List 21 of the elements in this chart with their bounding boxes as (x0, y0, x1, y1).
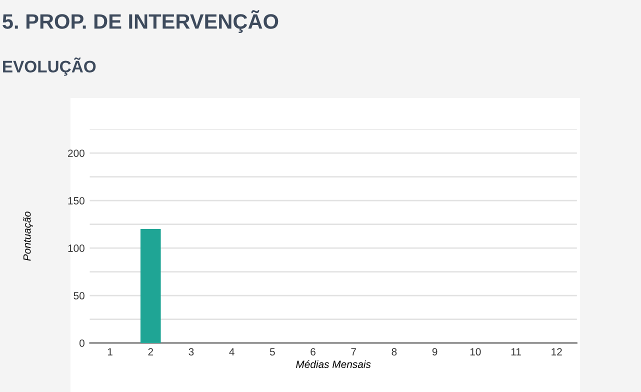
x-tick-label: 6 (310, 348, 316, 356)
x-tick-label: 10 (470, 348, 481, 356)
x-tick-label: 5 (270, 348, 275, 356)
y-axis-title: Pontuação (23, 212, 33, 261)
y-tick-label: 200 (68, 150, 84, 157)
x-tick-label: 7 (351, 348, 356, 356)
x-tick-label: 12 (552, 348, 562, 356)
chart-title: 5. PROP. DE INTERVENÇÃO (2, 10, 278, 33)
x-tick-label: 2 (148, 348, 154, 356)
y-tick-label: 0 (79, 340, 84, 347)
chart-subtitle: EVOLUÇÃO (3, 57, 96, 76)
x-tick-label: 11 (511, 348, 521, 356)
x-axis-title: Médias Mensais (296, 360, 371, 368)
x-tick-label: 8 (392, 348, 397, 356)
y-tick-label: 50 (74, 292, 84, 300)
x-tick-label: 9 (432, 348, 438, 356)
x-tick-label: 3 (188, 348, 194, 356)
x-tick-label: 1 (108, 348, 112, 356)
y-tick-label: 100 (68, 244, 84, 252)
x-tick-label: 4 (229, 348, 234, 356)
y-tick-label: 150 (68, 197, 84, 204)
